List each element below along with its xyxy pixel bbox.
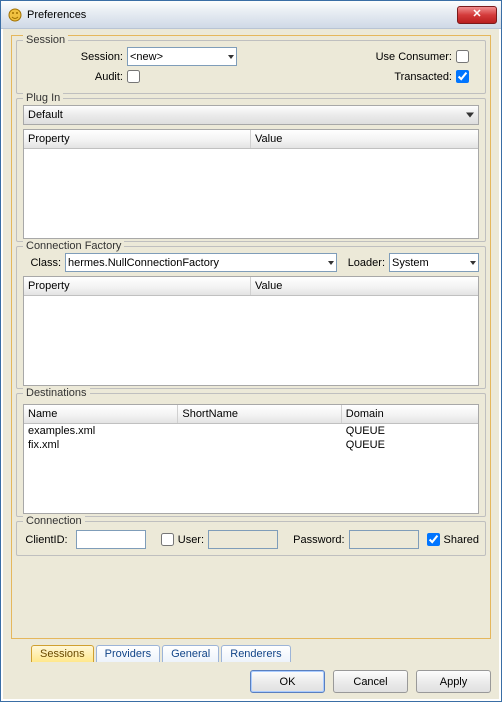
- cancel-button-label: Cancel: [353, 676, 387, 688]
- tabs-row: SessionsProvidersGeneralRenderers: [11, 645, 491, 662]
- column-header-shortname[interactable]: ShortName: [178, 405, 341, 423]
- table-row[interactable]: examples.xml QUEUE: [24, 424, 478, 438]
- column-header-value[interactable]: Value: [251, 130, 478, 148]
- dialog-buttons: OK Cancel Apply: [11, 662, 491, 693]
- close-button[interactable]: ✕: [457, 6, 497, 24]
- apply-button-label: Apply: [440, 676, 468, 688]
- cell-domain: QUEUE: [342, 438, 478, 452]
- password-input: [349, 530, 419, 549]
- connection-factory-group: Connection Factory Class: hermes.NullCon…: [16, 246, 486, 389]
- loader-select-wrap: System: [389, 253, 479, 272]
- tabs: SessionsProvidersGeneralRenderers: [31, 645, 491, 662]
- destinations-table-header: Name ShortName Domain: [24, 405, 478, 424]
- tab-general[interactable]: General: [162, 645, 219, 662]
- cf-legend: Connection Factory: [23, 240, 124, 252]
- shared-checkbox[interactable]: [427, 533, 440, 546]
- session-legend: Session: [23, 34, 68, 46]
- ok-button-label: OK: [280, 676, 296, 688]
- plugin-table-body[interactable]: [24, 149, 478, 238]
- tab-providers[interactable]: Providers: [96, 645, 160, 662]
- session-select[interactable]: <new>: [127, 47, 237, 66]
- cell-shortname: [178, 424, 341, 438]
- session-select-wrap: <new>: [127, 47, 237, 66]
- use-consumer-label: Use Consumer:: [362, 51, 452, 63]
- session-group: Session Session: <new> Use Consumer: Aud…: [16, 40, 486, 94]
- plugin-select-value: Default: [28, 109, 63, 121]
- chevron-down-icon: [466, 113, 474, 118]
- shared-label: Shared: [444, 534, 479, 546]
- plugin-legend: Plug In: [23, 92, 63, 104]
- audit-label: Audit:: [63, 71, 123, 83]
- plugin-table: Property Value: [23, 129, 479, 239]
- table-row[interactable]: fix.xml QUEUE: [24, 438, 478, 452]
- user-label: User:: [178, 534, 204, 546]
- ok-button[interactable]: OK: [250, 670, 325, 693]
- class-select[interactable]: hermes.NullConnectionFactory: [65, 253, 337, 272]
- plugin-table-header: Property Value: [24, 130, 478, 149]
- column-header-property[interactable]: Property: [24, 277, 251, 295]
- window-content: Session Session: <new> Use Consumer: Aud…: [1, 29, 501, 701]
- plugin-select[interactable]: Default: [23, 105, 479, 125]
- destinations-table: Name ShortName Domain examples.xmlQUEUEf…: [23, 404, 479, 514]
- audit-checkbox[interactable]: [127, 70, 140, 83]
- cf-table-body[interactable]: [24, 296, 478, 385]
- column-header-value[interactable]: Value: [251, 277, 478, 295]
- cell-domain: QUEUE: [342, 424, 478, 438]
- column-header-name[interactable]: Name: [24, 405, 178, 423]
- session-label: Session:: [63, 51, 123, 63]
- loader-label: Loader:: [337, 257, 385, 269]
- column-header-property[interactable]: Property: [24, 130, 251, 148]
- clientid-label: ClientID:: [23, 534, 68, 546]
- cell-shortname: [178, 438, 341, 452]
- loader-select[interactable]: System: [389, 253, 479, 272]
- transacted-checkbox[interactable]: [456, 70, 469, 83]
- plugin-group: Plug In Default Property Value: [16, 98, 486, 242]
- use-consumer-checkbox[interactable]: [456, 50, 469, 63]
- content-inner: Session Session: <new> Use Consumer: Aud…: [11, 35, 491, 639]
- connection-group: Connection ClientID: User: Password: Sha…: [16, 521, 486, 556]
- titlebar[interactable]: Preferences ✕: [1, 1, 501, 29]
- destinations-table-body[interactable]: examples.xml QUEUE fix.xml QUEUE: [24, 424, 478, 513]
- class-select-wrap: hermes.NullConnectionFactory: [65, 253, 337, 272]
- destinations-legend: Destinations: [23, 387, 90, 399]
- apply-button[interactable]: Apply: [416, 670, 491, 693]
- destinations-group: Destinations Name ShortName Domain examp…: [16, 393, 486, 517]
- tab-renderers[interactable]: Renderers: [221, 645, 290, 662]
- preferences-window: Preferences ✕ Session Session: <new> Use…: [0, 0, 502, 702]
- column-header-domain[interactable]: Domain: [342, 405, 478, 423]
- transacted-label: Transacted:: [362, 71, 452, 83]
- window-title: Preferences: [27, 9, 457, 21]
- cell-name: fix.xml: [24, 438, 178, 452]
- app-icon: [7, 7, 23, 23]
- cell-name: examples.xml: [24, 424, 178, 438]
- connection-legend: Connection: [23, 515, 85, 527]
- cf-table: Property Value: [23, 276, 479, 386]
- user-checkbox[interactable]: [161, 533, 174, 546]
- cf-table-header: Property Value: [24, 277, 478, 296]
- user-input: [208, 530, 278, 549]
- password-label: Password:: [293, 534, 344, 546]
- clientid-input[interactable]: [76, 530, 146, 549]
- class-label: Class:: [23, 257, 61, 269]
- cancel-button[interactable]: Cancel: [333, 670, 408, 693]
- close-icon: ✕: [472, 7, 481, 20]
- tab-sessions[interactable]: Sessions: [31, 645, 94, 662]
